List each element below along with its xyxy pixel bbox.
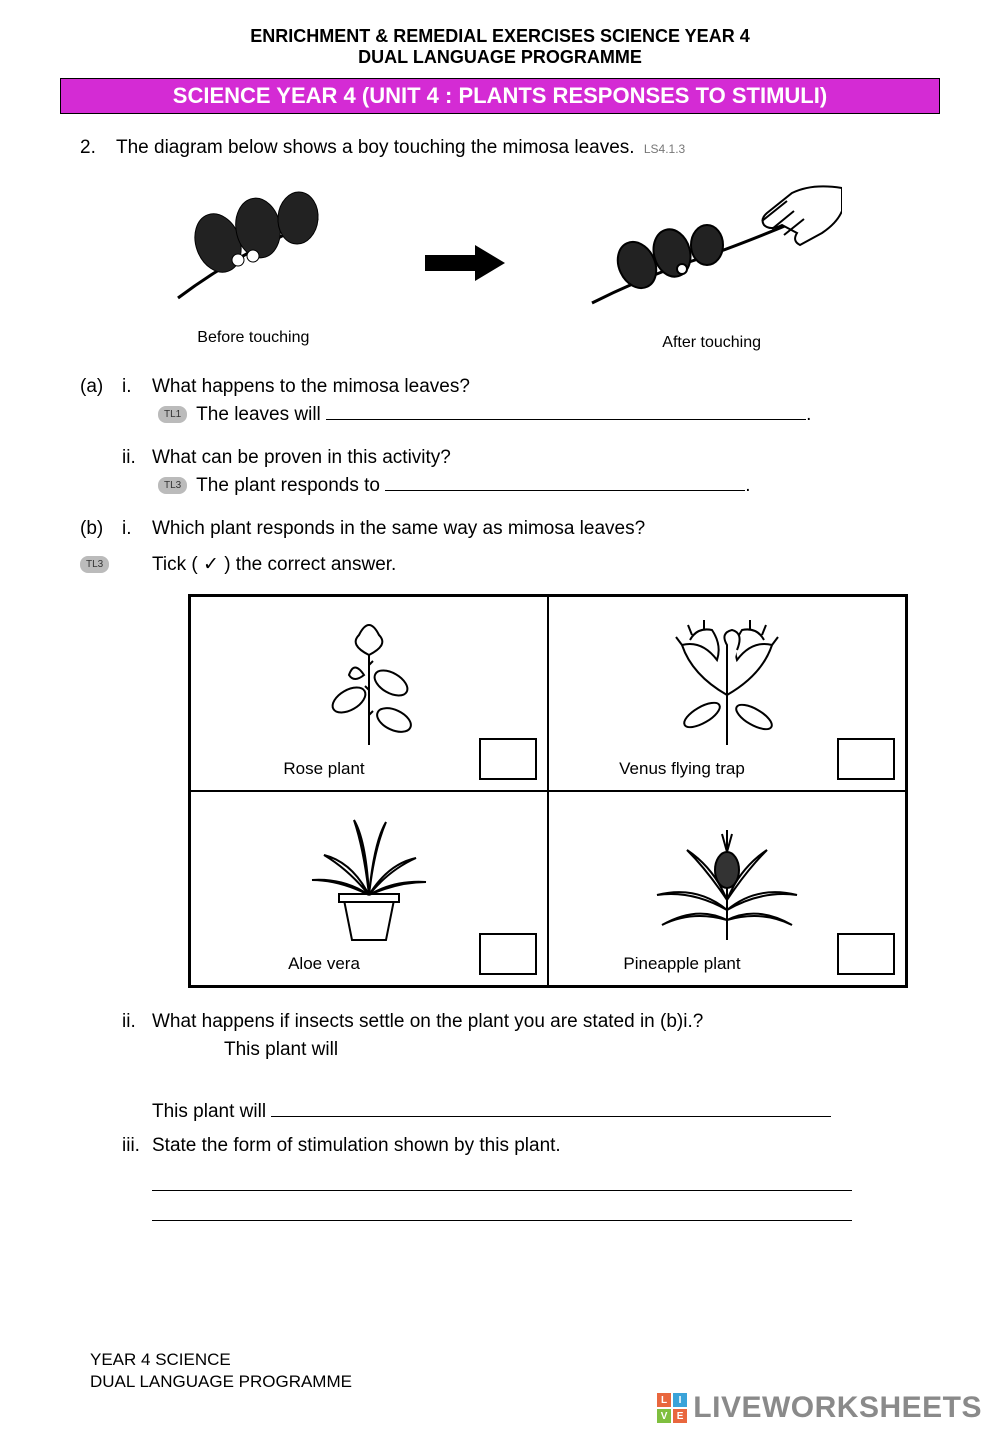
unit-title-bar: SCIENCE YEAR 4 (UNIT 4 : PLANTS RESPONSE… xyxy=(60,78,940,114)
q2-intro-span: The diagram below shows a boy touching t… xyxy=(116,137,635,158)
q2a-i-answer: TL1 The leaves will . xyxy=(158,401,920,430)
q2b-iii-text: State the form of stimulation shown by t… xyxy=(152,1132,561,1161)
q2b-ii-text: What happens if insects settle on the pl… xyxy=(152,1008,703,1037)
q2-number: 2. xyxy=(80,134,116,163)
footer-line1: YEAR 4 SCIENCE xyxy=(90,1349,352,1371)
before-label: Before touching xyxy=(158,326,348,350)
option-pineapple: Pineapple plant xyxy=(548,791,906,986)
q2a-ii-row: ii. What can be proven in this activity? xyxy=(80,444,920,473)
blank-input[interactable] xyxy=(385,472,745,491)
q2b-ii-leadreal: This plant will xyxy=(152,1101,266,1122)
mimosa-after-icon xyxy=(582,183,842,323)
plant-options-grid: Rose plant Venus flying trap xyxy=(188,594,908,988)
venus-flytrap-icon xyxy=(642,605,812,745)
watermark-badge: LIVE xyxy=(657,1393,687,1423)
mimosa-before-icon xyxy=(158,188,348,318)
q2-intro-text: The diagram below shows a boy touching t… xyxy=(116,134,685,163)
q2a-i: (a) i. What happens to the mimosa leaves… xyxy=(80,373,920,402)
after-label: After touching xyxy=(582,331,842,355)
q2-intro: 2. The diagram below shows a boy touchin… xyxy=(80,134,920,163)
before-box: Before touching xyxy=(158,188,348,350)
q2b-ii-real: This plant will xyxy=(152,1098,920,1127)
option-label: Venus flying trap xyxy=(549,756,815,782)
tl-badge: TL3 xyxy=(158,477,187,494)
arrow-icon xyxy=(425,236,505,302)
tick-box[interactable] xyxy=(479,738,537,780)
blank-line[interactable] xyxy=(152,1201,852,1221)
tl-badge: TL3 xyxy=(80,556,109,573)
label-a-ii: ii. xyxy=(122,444,152,473)
q2b-i-instr: Tick ( ✓ ) the correct answer. xyxy=(152,551,396,580)
q2b-i-instr-row: TL3 Tick ( ✓ ) the correct answer. xyxy=(80,551,920,580)
label-a: (a) xyxy=(80,373,122,402)
blank-line[interactable] xyxy=(152,1171,852,1191)
mimosa-diagram: Before touching After touching xyxy=(120,183,880,355)
q2b-ii-ans-row xyxy=(152,1069,920,1098)
option-venus: Venus flying trap xyxy=(548,596,906,791)
q2a-ii-lead: The plant responds to xyxy=(196,475,380,496)
footer-line2: DUAL LANGUAGE PROGRAMME xyxy=(90,1371,352,1393)
q2b-ii-lead: This plant will xyxy=(152,1039,338,1060)
tick-box[interactable] xyxy=(479,933,537,975)
pineapple-plant-icon xyxy=(642,800,812,945)
after-box: After touching xyxy=(582,183,842,355)
q2b-ii: ii. What happens if insects settle on th… xyxy=(80,1008,920,1037)
q2b-i-text: Which plant responds in the same way as … xyxy=(152,515,645,544)
option-aloe: Aloe vera xyxy=(190,791,548,986)
label-b-ii: ii. xyxy=(122,1008,152,1037)
q2a-ii-answer: TL3 The plant responds to . xyxy=(158,472,920,501)
q2a-i-text: What happens to the mimosa leaves? xyxy=(152,373,470,402)
blank-input[interactable] xyxy=(326,401,806,420)
option-rose: Rose plant xyxy=(190,596,548,791)
label-b-iii: iii. xyxy=(122,1132,152,1161)
q2b-iii: iii. State the form of stimulation shown… xyxy=(80,1132,920,1161)
tick-box[interactable] xyxy=(837,933,895,975)
q2a-ii-text: What can be proven in this activity? xyxy=(152,444,451,473)
option-label: Pineapple plant xyxy=(549,951,815,977)
header-title-2: DUAL LANGUAGE PROGRAMME xyxy=(0,47,1000,68)
watermark-text: LIVEWORKSHEETS xyxy=(693,1391,982,1425)
worksheet-body: 2. The diagram below shows a boy touchin… xyxy=(80,134,920,1221)
rose-plant-icon xyxy=(299,605,439,745)
option-label: Rose plant xyxy=(191,756,457,782)
option-label: Aloe vera xyxy=(191,951,457,977)
blank-input[interactable] xyxy=(271,1098,831,1117)
liveworksheets-watermark: LIVE LIVEWORKSHEETS xyxy=(657,1391,982,1425)
header-title-1: ENRICHMENT & REMEDIAL EXERCISES SCIENCE … xyxy=(0,26,1000,47)
label-b: (b) xyxy=(80,515,122,544)
ls-code: LS4.1.3 xyxy=(644,142,685,156)
aloe-vera-icon xyxy=(294,800,444,945)
q2b-i: (b) i. Which plant responds in the same … xyxy=(80,515,920,544)
q2b-ii-answer: This plant will xyxy=(152,1036,920,1065)
q2a-i-lead: The leaves will xyxy=(196,404,321,425)
label-a-i: i. xyxy=(122,373,152,402)
tick-box[interactable] xyxy=(837,738,895,780)
label-b-i: i. xyxy=(122,515,152,544)
page-footer: YEAR 4 SCIENCE DUAL LANGUAGE PROGRAMME xyxy=(90,1349,352,1393)
tl-badge: TL1 xyxy=(158,406,187,423)
